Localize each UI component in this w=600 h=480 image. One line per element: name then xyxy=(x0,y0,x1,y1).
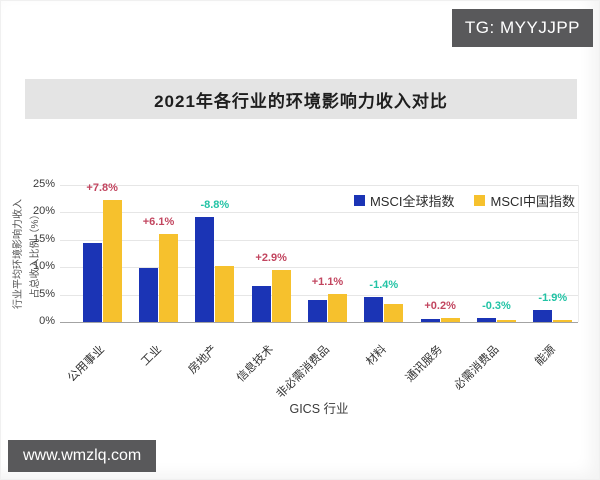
category-cell: 非必需消费品 xyxy=(275,329,355,405)
legend-item-global: MSCI全球指数 xyxy=(353,191,455,210)
category-label: 公用事业 xyxy=(66,343,108,385)
gridline xyxy=(60,267,578,269)
legend-series-name: MSCI全球指数 xyxy=(369,194,455,209)
global-index-bar xyxy=(307,299,327,322)
category-label: 房地产 xyxy=(186,343,220,377)
china-index-bar xyxy=(158,234,178,322)
x-axis-title: GICS 行业 xyxy=(289,402,349,416)
diff-label: +0.2% xyxy=(424,300,456,313)
category-cell: 工业 xyxy=(130,329,186,405)
gridline xyxy=(60,212,578,214)
category-label: 工业 xyxy=(138,343,164,369)
bar-group: -8.8% xyxy=(187,185,243,322)
gridline xyxy=(60,239,578,241)
china-index-bar xyxy=(215,265,235,322)
global-index-bar xyxy=(251,285,271,322)
category-cell: 通讯服务 xyxy=(404,329,468,405)
chart-title: 2021年各行业的环境影响力收入对比 xyxy=(154,91,448,111)
category-label: 能源 xyxy=(532,343,558,369)
category-label: 材料 xyxy=(364,343,389,369)
china-index-bar xyxy=(440,318,460,322)
legend-swatch xyxy=(474,195,486,206)
diff-label: +1.1% xyxy=(311,275,344,288)
y-tick-label: 10% xyxy=(32,260,55,273)
bar-group: -1.4% xyxy=(356,185,412,322)
global-index-bar xyxy=(138,267,158,322)
category-cell: 公用事业 xyxy=(66,329,130,405)
category-cell: 房地产 xyxy=(187,329,243,405)
bar-group: -1.9% xyxy=(525,185,581,322)
diff-label: +7.8% xyxy=(86,181,118,194)
chart-legend: MSCI全球指数 MSCI中国指数 xyxy=(353,191,575,210)
gridline xyxy=(60,294,578,296)
global-index-bar xyxy=(533,309,553,322)
bar-group: +7.8% xyxy=(74,181,130,322)
chart-title-banner: 2021年各行业的环境影响力收入对比 xyxy=(25,79,577,119)
site-watermark-badge: www.wmzlq.com xyxy=(8,440,157,472)
y-axis-title-line2: 占总收入比例（%） xyxy=(30,209,41,299)
bar-group: +1.1% xyxy=(299,185,355,322)
gridline xyxy=(60,322,578,323)
diff-label: -1.9% xyxy=(538,291,568,304)
diff-label: +2.9% xyxy=(255,251,287,264)
global-index-bar xyxy=(195,217,215,322)
plot-grid xyxy=(60,185,579,323)
china-index-bar xyxy=(327,293,347,322)
y-tick-label: 15% xyxy=(32,232,55,245)
legend-item-china: MSCI中国指数 xyxy=(474,191,575,210)
category-cell: 材料 xyxy=(356,329,412,405)
gridline xyxy=(60,185,578,186)
y-tick-label: 0% xyxy=(39,315,55,327)
diff-label: -8.8% xyxy=(200,199,230,212)
diff-label: -0.3% xyxy=(482,300,511,313)
tg-watermark-badge: TG: MYYJJPP xyxy=(451,9,593,47)
china-index-bar xyxy=(384,304,404,322)
category-cell: 能源 xyxy=(525,329,581,405)
global-index-bar xyxy=(364,296,384,322)
bar-group: +6.1% xyxy=(130,185,186,322)
china-index-bar xyxy=(102,199,122,322)
y-tick-label: 5% xyxy=(39,287,55,300)
diff-label: +6.1% xyxy=(142,216,175,229)
china-index-bar xyxy=(496,319,516,322)
bar-group: +0.2% xyxy=(412,185,468,322)
legend-swatch xyxy=(353,195,365,206)
bar-group: -0.3% xyxy=(468,185,524,322)
category-labels: 公用事业 工业 房地产 信息技术 非必需消费品 材料 通讯服务 必需消费品 能源 xyxy=(66,329,581,405)
diff-label: -1.4% xyxy=(369,278,399,291)
legend-series-name: MSCI中国指数 xyxy=(490,194,575,209)
bar-group: +2.9% xyxy=(243,185,299,322)
bar-groups: +7.8% +6.1% -8.8% +2.9% +1.1% -1.4% +0.2% -0.3%… xyxy=(74,181,581,322)
global-index-bar xyxy=(420,319,440,322)
global-index-bar xyxy=(82,242,102,322)
china-index-bar xyxy=(553,320,573,322)
china-index-bar xyxy=(271,269,291,322)
global-index-bar xyxy=(476,318,496,322)
y-tick-label: 25% xyxy=(32,178,55,190)
category-cell: 必需消费品 xyxy=(452,329,524,405)
y-tick-label: 20% xyxy=(32,205,55,218)
